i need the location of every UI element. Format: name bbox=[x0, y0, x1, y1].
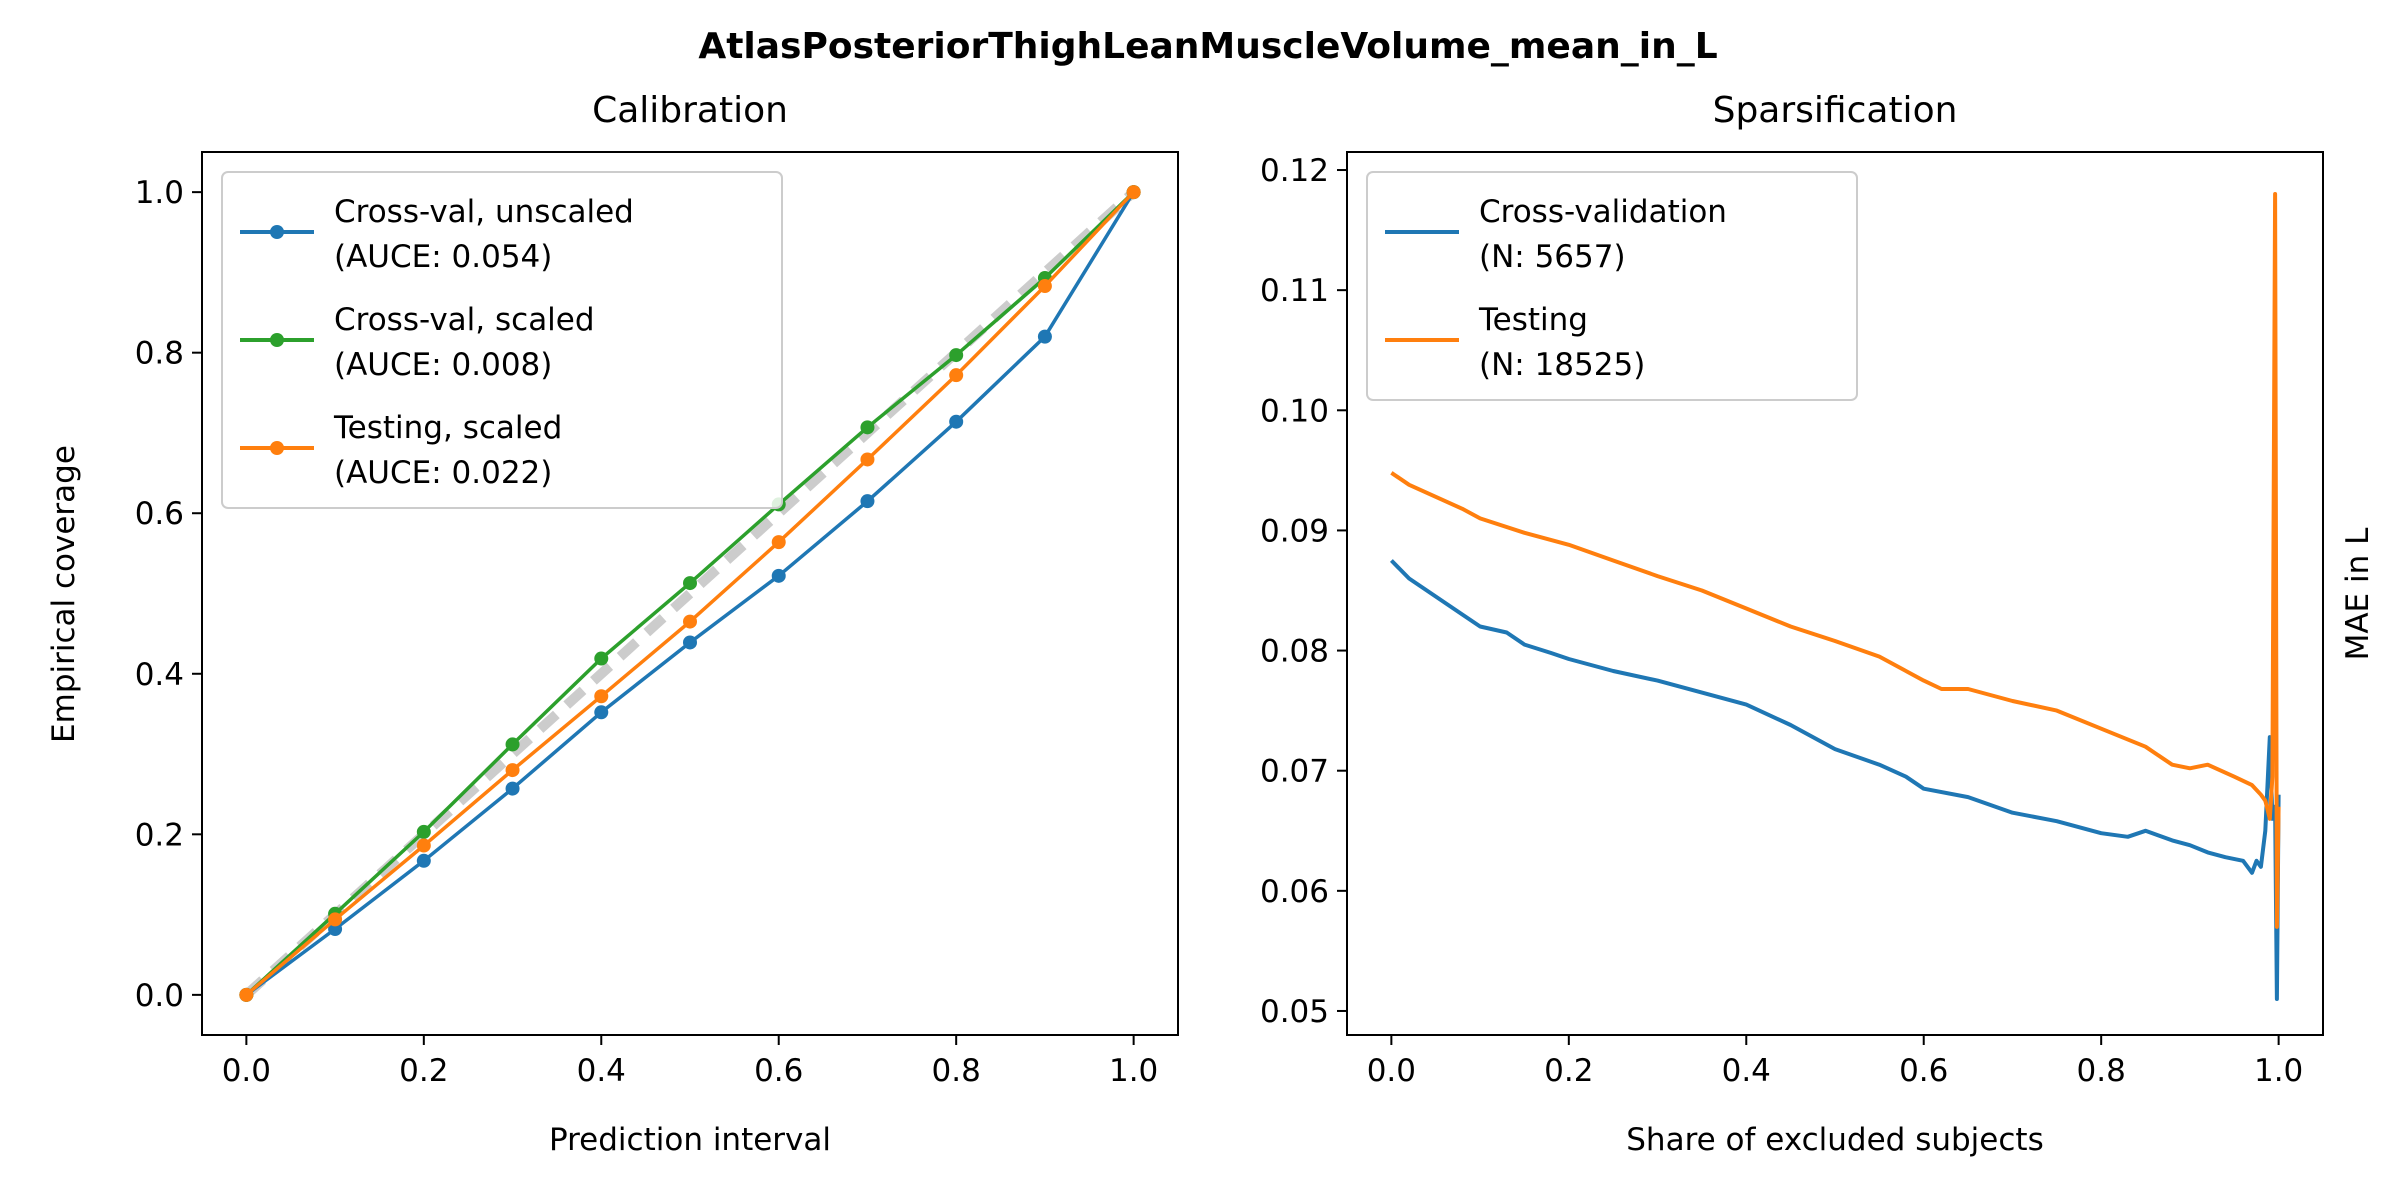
data-point-cross-val-unscaled bbox=[771, 568, 786, 583]
legend-label-cross-val-unscaled: Cross-val, unscaled bbox=[334, 194, 634, 230]
sparsification-ytick-label: 0.06 bbox=[1260, 874, 1329, 910]
sparsification-xtick-label: 0.2 bbox=[1544, 1053, 1593, 1089]
data-point-testing-scaled bbox=[683, 614, 697, 629]
sparsification-ytick-label: 0.10 bbox=[1260, 393, 1329, 429]
calibration-xtick-label: 0.6 bbox=[754, 1053, 803, 1089]
series-cross-validation bbox=[1389, 559, 2281, 1001]
data-point-cross-val-unscaled bbox=[860, 494, 875, 509]
sparsification-ytick-label: 0.09 bbox=[1260, 513, 1329, 549]
legend-marker-cross-val-unscaled bbox=[270, 225, 284, 239]
figure-suptitle: AtlasPosteriorThighLeanMuscleVolume_mean… bbox=[698, 26, 1717, 67]
data-point-testing-scaled bbox=[1126, 185, 1141, 200]
data-point-cross-val-unscaled bbox=[594, 705, 609, 720]
calibration-legend: Cross-val, unscaled(AUCE: 0.054)Cross-va… bbox=[221, 171, 783, 509]
calibration-ytick-label: 0.6 bbox=[135, 496, 184, 532]
legend-label-testing: Testing bbox=[1478, 302, 1588, 338]
data-point-testing-scaled bbox=[860, 452, 875, 467]
sparsification-panel: Sparsification 0.0 0.2 0.4 0.6 0.8 1.00.050.0… bbox=[1260, 90, 2376, 1158]
series-testing-scaled bbox=[239, 185, 1141, 1002]
legend-entry-testing: Testing (N: 18525) bbox=[1385, 302, 1645, 383]
calibration-ytick-label: 0.4 bbox=[135, 657, 184, 693]
sparsification-ytick-label: 0.05 bbox=[1260, 994, 1329, 1030]
legend-marker-testing-scaled bbox=[270, 441, 284, 455]
data-point-cross-val-unscaled bbox=[949, 414, 964, 429]
calibration-ytick-label: 0.0 bbox=[135, 978, 184, 1014]
calibration-panel: Calibration 0.0 0.2 0.4 0.6 0.8 1.00.00.20.40… bbox=[46, 90, 1179, 1158]
sparsification-xlabel: Share of excluded subjects bbox=[1626, 1122, 2043, 1158]
series-line-testing bbox=[1390, 192, 2281, 929]
legend-label-testing-scaled: Testing, scaled bbox=[333, 410, 562, 446]
sparsification-title: Sparsification bbox=[1713, 90, 1958, 131]
calibration-xlabel: Prediction interval bbox=[549, 1122, 831, 1158]
data-point-cross-val-unscaled bbox=[683, 635, 697, 650]
legend-entry-cross-validation: Cross-validation (N: 5657) bbox=[1385, 194, 1727, 275]
calibration-title: Calibration bbox=[592, 90, 788, 131]
data-point-testing-scaled bbox=[949, 368, 964, 383]
sparsification-xtick-label: 0.0 bbox=[1367, 1053, 1416, 1089]
sparsification-ytick-label: 0.12 bbox=[1260, 153, 1329, 189]
sparsification-legend: Cross-validation (N: 5657) Testing (N: 1852… bbox=[1366, 171, 1858, 401]
legend-entry-cross-val-scaled: Cross-val, scaled (AUCE: 0.008) bbox=[240, 302, 595, 383]
calibration-legend-box bbox=[221, 171, 783, 509]
calibration-axes-frame bbox=[201, 151, 1179, 1036]
calibration-ticks: 0.0 0.2 0.4 0.6 0.8 1.0 0.0 0.2 0.4 0.6 0.8 1.0 bbox=[135, 175, 1159, 1089]
sparsification-xtick-label: 0.6 bbox=[1899, 1053, 1948, 1089]
series-line-cross-validation bbox=[1389, 559, 2281, 1001]
calibration-ytick-label: 0.8 bbox=[135, 336, 184, 372]
data-point-testing-scaled bbox=[328, 912, 343, 927]
sparsification-ytick-label: 0.08 bbox=[1260, 634, 1329, 670]
legend-stat-cross-validation: (N: 5657) bbox=[1479, 239, 1626, 275]
sparsification-xtick-label: 0.8 bbox=[2077, 1053, 2126, 1089]
legend-marker-cross-val-scaled bbox=[270, 333, 284, 347]
calibration-ytick-label: 0.2 bbox=[135, 817, 184, 853]
sparsification-xtick-label: 1.0 bbox=[2254, 1053, 2303, 1089]
legend-stat-cross-val-unscaled: (AUCE: 0.054) bbox=[334, 239, 552, 275]
data-point-testing-scaled bbox=[771, 535, 786, 550]
data-point-cross-val-unscaled bbox=[505, 781, 520, 796]
calibration-ytick-label: 1.0 bbox=[135, 175, 184, 211]
calibration-xtick-label: 0.4 bbox=[577, 1053, 626, 1089]
series-testing bbox=[1390, 192, 2281, 929]
legend-stat-testing: (N: 18525) bbox=[1479, 347, 1645, 383]
legend-label-cross-validation: Cross-validation bbox=[1479, 194, 1727, 230]
sparsification-ticks: 0.0 0.2 0.4 0.6 0.8 1.0 0.05 0.06 0.07 0.08 0.09 0.… bbox=[1260, 153, 2303, 1089]
data-point-cross-val-unscaled bbox=[1037, 329, 1052, 344]
sparsification-axes-frame bbox=[1346, 151, 2324, 1036]
legend-stat-cross-val-scaled: (AUCE: 0.008) bbox=[334, 347, 552, 383]
calibration-xtick-label: 0.0 bbox=[222, 1053, 271, 1089]
data-point-testing-scaled bbox=[505, 763, 520, 778]
legend-entry-testing-scaled: Testing, scaled (AUCE: 0.022) bbox=[240, 410, 562, 491]
data-point-cross-val-scaled bbox=[594, 651, 609, 666]
calibration-xtick-label: 1.0 bbox=[1109, 1053, 1158, 1089]
data-point-testing-scaled bbox=[416, 838, 431, 853]
sparsification-plot-area bbox=[1389, 192, 2281, 1001]
data-point-cross-val-scaled bbox=[683, 576, 697, 591]
legend-stat-testing-scaled: (AUCE: 0.022) bbox=[334, 455, 552, 491]
data-point-testing-scaled bbox=[594, 689, 609, 704]
data-point-testing-scaled bbox=[239, 987, 254, 1002]
calibration-xtick-label: 0.8 bbox=[932, 1053, 981, 1089]
calibration-xtick-label: 0.2 bbox=[399, 1053, 448, 1089]
data-point-cross-val-scaled bbox=[505, 737, 520, 752]
legend-label-cross-val-scaled: Cross-val, scaled bbox=[334, 302, 595, 338]
sparsification-xtick-label: 0.4 bbox=[1722, 1053, 1771, 1089]
legend-entry-cross-val-unscaled: Cross-val, unscaled (AUCE: 0.054) bbox=[240, 194, 634, 275]
sparsification-legend-box bbox=[1366, 171, 1858, 401]
data-point-cross-val-scaled bbox=[949, 348, 964, 363]
data-point-cross-val-unscaled bbox=[416, 853, 431, 868]
data-point-cross-val-unscaled bbox=[328, 922, 343, 937]
sparsification-ylabel: MAE in L bbox=[2340, 527, 2376, 661]
sparsification-ytick-label: 0.11 bbox=[1260, 273, 1329, 309]
sparsification-ytick-label: 0.07 bbox=[1260, 754, 1329, 790]
calibration-ylabel: Empirical coverage bbox=[46, 445, 82, 743]
calibration-plot-area bbox=[239, 185, 1141, 1002]
data-point-testing-scaled bbox=[1037, 279, 1052, 294]
data-point-cross-val-scaled bbox=[416, 824, 431, 839]
data-point-cross-val-scaled bbox=[860, 420, 875, 435]
